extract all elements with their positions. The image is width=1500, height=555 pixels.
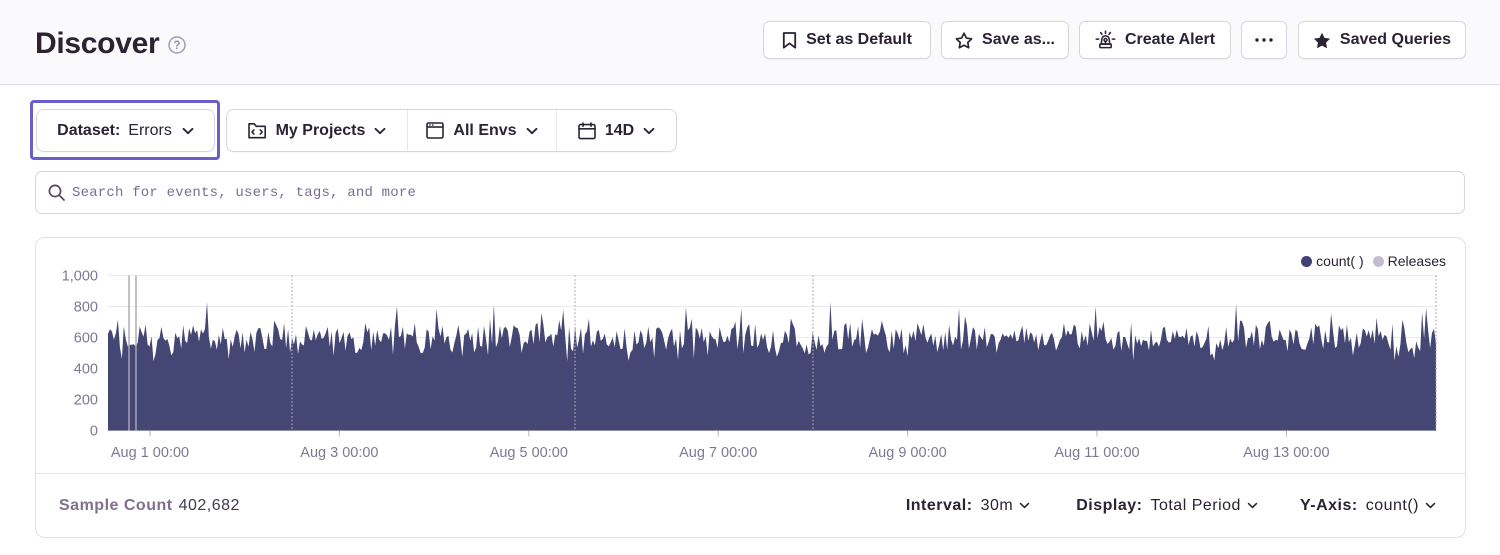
svg-text:800: 800	[74, 300, 98, 316]
svg-text:Aug 3 00:00: Aug 3 00:00	[300, 445, 378, 461]
svg-text:600: 600	[74, 331, 98, 347]
svg-text:Aug 11 00:00: Aug 11 00:00	[1054, 445, 1139, 461]
svg-text:1,000: 1,000	[62, 269, 98, 285]
svg-text:?: ?	[173, 40, 180, 52]
svg-text:200: 200	[74, 393, 98, 409]
svg-text:Aug 9 00:00: Aug 9 00:00	[868, 445, 946, 461]
svg-text:Aug 7 00:00: Aug 7 00:00	[679, 445, 757, 461]
svg-text:Aug 1 00:00: Aug 1 00:00	[111, 445, 189, 461]
svg-text:Aug 13 00:00: Aug 13 00:00	[1243, 445, 1329, 461]
svg-text:Aug 5 00:00: Aug 5 00:00	[490, 445, 568, 461]
svg-text:400: 400	[74, 362, 98, 378]
svg-text:0: 0	[90, 424, 98, 440]
